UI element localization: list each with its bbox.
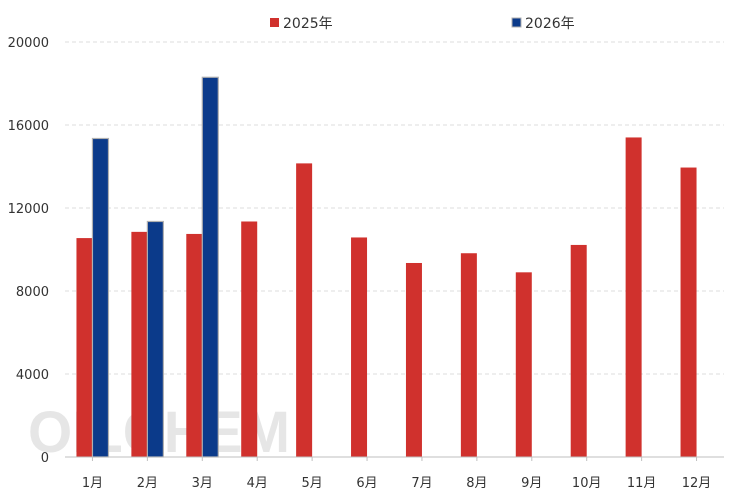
y-tick-label: 0 (41, 451, 49, 466)
x-tick-label: 10月 (572, 476, 602, 491)
legend-label-2025年[interactable]: 2025年 (283, 16, 333, 32)
grid-lines (65, 41, 724, 375)
bar-2026年-3月[interactable] (201, 76, 219, 458)
bar-2025年-1月[interactable] (76, 238, 93, 457)
y-tick-label: 16000 (8, 119, 49, 134)
bar-2025年-7月[interactable] (405, 262, 422, 457)
x-tick-label: 8月 (466, 476, 487, 491)
x-tick-label: 1月 (82, 476, 103, 491)
legend-swatch-2025年[interactable] (270, 18, 279, 27)
x-tick-label: 11月 (627, 476, 657, 491)
bar-2025年-5月[interactable] (296, 163, 313, 457)
bar-2025年-4月[interactable] (241, 221, 258, 457)
legend[interactable]: 2025年 2026年 (270, 16, 575, 32)
y-tick-label: 12000 (8, 202, 49, 217)
bar-2026年-1月[interactable] (91, 137, 110, 458)
bars (76, 76, 697, 458)
bar-2025年-9月[interactable] (515, 272, 532, 457)
bar-2025年-10月[interactable] (570, 244, 587, 457)
bar-2025年-2月[interactable] (131, 231, 148, 457)
x-tick-label: 9月 (521, 476, 542, 491)
x-tick-label: 3月 (192, 476, 213, 491)
bar-2026年-2月[interactable] (146, 220, 164, 458)
bar-2025年-8月[interactable] (460, 253, 477, 457)
y-tick-label: 4000 (16, 368, 49, 383)
x-tick-label: 5月 (301, 476, 322, 491)
legend-label-2026年[interactable]: 2026年 (525, 16, 575, 32)
x-tick-label: 4月 (247, 476, 268, 491)
legend-swatch-2026年[interactable] (511, 17, 522, 28)
bar-2025年-12月[interactable] (680, 167, 697, 457)
y-axis: 0 4000 8000 12000 16000 20000 (8, 36, 49, 466)
x-tick-label: 2月 (137, 476, 158, 491)
x-axis: 1月 2月 3月 4月 5月 6月 7月 8月 9月 10月 11月 12月 (82, 457, 711, 491)
bar-2025年-6月[interactable] (351, 237, 368, 457)
y-tick-label: 8000 (16, 285, 49, 300)
y-tick-label: 20000 (8, 36, 49, 51)
x-tick-label: 7月 (411, 476, 432, 491)
bar-2025年-11月[interactable] (625, 137, 642, 457)
x-tick-label: 12月 (682, 476, 712, 491)
x-tick-label: 6月 (356, 476, 377, 491)
bar-2025年-3月[interactable] (186, 233, 203, 457)
